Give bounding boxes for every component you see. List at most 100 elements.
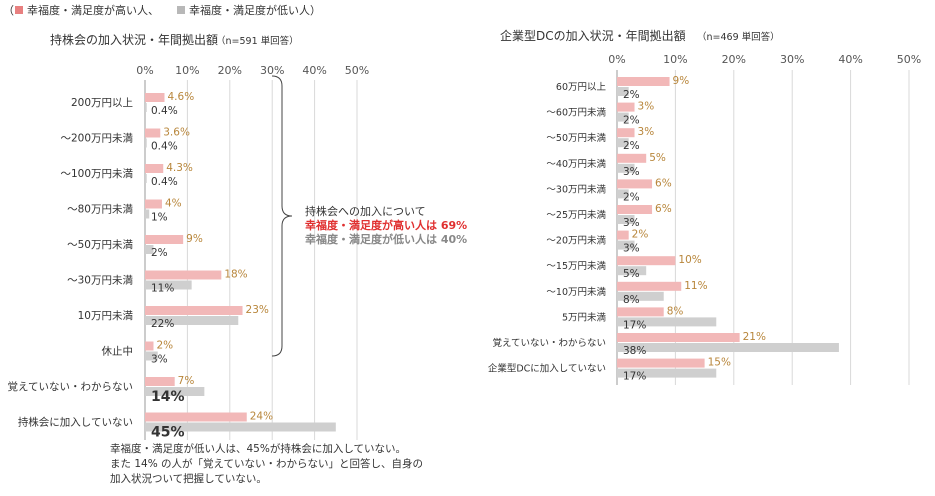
legend-swatch-low: [177, 6, 185, 14]
legend-high-label: 幸福度・満足度が高い人、: [27, 3, 159, 17]
left-chart: 0% 10% 20% 30% 40% 50% 200万円以上 4.6% 0.4% ～200万円未満…: [8, 64, 370, 441]
bar-high: [145, 164, 164, 173]
data-label-high: 2%: [156, 340, 173, 352]
data-label-low: 5%: [623, 268, 640, 280]
tick-label: 10%: [663, 53, 687, 66]
data-label-high: 8%: [667, 305, 684, 317]
tick-label: 30%: [780, 53, 804, 66]
category-label: ～30万円未満: [67, 275, 133, 287]
data-label-low: 8%: [623, 294, 640, 306]
data-label-high: 15%: [708, 357, 731, 369]
data-label-low: 17%: [623, 371, 646, 383]
annotation: 持株会への加入について 幸福度・満足度が高い人は 69% 幸福度・満足度が低い人…: [305, 204, 467, 246]
bar-low: [145, 316, 239, 325]
data-label-high: 23%: [246, 304, 269, 316]
bar-low: [145, 103, 147, 112]
footnote-line1: 幸福度・満足度が低い人は、45%が持株会に加入していない。: [110, 442, 406, 455]
data-label-high: 18%: [224, 269, 247, 281]
data-label-high: 2%: [632, 229, 649, 241]
data-label-high: 4.3%: [166, 162, 193, 174]
category-label: 5万円未満: [562, 311, 607, 323]
bar-high: [145, 306, 243, 315]
bar-high: [145, 93, 165, 102]
bar-low: [145, 174, 147, 183]
data-label-high: 3%: [638, 126, 655, 138]
legend: （ 幸福度・満足度が高い人、 幸福度・満足度が低い人）: [3, 3, 321, 17]
bar-low: [145, 209, 150, 219]
tick-label: 50%: [345, 64, 369, 77]
data-label-low: 38%: [623, 345, 646, 357]
data-label-high: 4%: [165, 198, 182, 210]
data-label-high: 9%: [673, 75, 690, 87]
bar-low: [617, 317, 717, 327]
data-label-high: 21%: [743, 331, 766, 343]
data-label-high: 3.6%: [163, 127, 190, 139]
bar-high: [617, 256, 676, 266]
annotation-line3: 幸福度・満足度が低い人は 40%: [305, 232, 467, 246]
data-label-low: 17%: [623, 319, 646, 331]
data-label-high: 3%: [638, 101, 655, 113]
footnote-line3: 加入状況ついて把握していない。: [110, 472, 267, 485]
bar-low: [617, 87, 629, 96]
tick-label: 10%: [175, 64, 199, 77]
data-label-low: 2%: [623, 140, 640, 152]
tick-label: 20%: [722, 53, 746, 66]
category-label: ～20万円未満: [546, 235, 606, 247]
tick-label: 40%: [838, 53, 862, 66]
category-label: 覚えていない・わからない: [8, 380, 133, 393]
bar-high: [617, 205, 653, 214]
bar-high: [145, 270, 222, 280]
data-label-high: 5%: [649, 152, 666, 164]
bar-high: [617, 179, 653, 189]
bar-low: [145, 245, 154, 254]
bar-low: [145, 422, 336, 432]
data-label-low: 14%: [151, 389, 185, 405]
bar-high: [617, 128, 635, 138]
tick-label: 50%: [897, 53, 921, 66]
data-label-low: 3%: [623, 166, 640, 178]
bar-low: [617, 163, 635, 173]
bar-high: [617, 153, 647, 163]
data-label-low: 0.4%: [151, 176, 178, 188]
category-label: ～50万円未満: [67, 239, 133, 251]
data-label-low: 2%: [623, 89, 640, 101]
right-chart-title: 企業型DCの加入状況・年間拠出額: [500, 28, 686, 43]
data-label-high: 9%: [186, 233, 203, 245]
bar-high: [145, 235, 184, 244]
category-label: 企業型DCに加入していない: [488, 363, 606, 375]
category-label: ～30万円未満: [546, 183, 606, 195]
category-label: ～100万円未満: [60, 168, 133, 180]
bar-low: [145, 351, 158, 361]
bar-low: [617, 266, 647, 276]
bar-low: [617, 240, 635, 250]
data-label-low: 2%: [623, 191, 640, 203]
bar-high: [145, 341, 154, 351]
category-label: ～40万円未満: [546, 158, 606, 170]
bar-low: [617, 368, 717, 378]
annotation-line2: 幸福度・満足度が高い人は 69%: [305, 218, 467, 232]
right-chart: 0% 10% 20% 30% 40% 50%60万円以上9%2%～60万円未満3%2%～5…: [488, 53, 921, 385]
category-label: 覚えていない・わからない: [492, 337, 606, 349]
category-label: ～200万円未満: [60, 133, 133, 145]
bar-low: [145, 138, 147, 148]
data-label-high: 6%: [655, 177, 672, 189]
data-label-high: 24%: [250, 411, 273, 423]
annotation-brace: [271, 75, 293, 357]
bar-high: [617, 230, 629, 240]
bar-high: [617, 102, 635, 112]
bar-high: [617, 358, 705, 368]
category-label: ～10万円未満: [546, 286, 606, 298]
category-label: ～15万円未満: [546, 260, 606, 272]
tick-label: 30%: [260, 64, 284, 77]
category-label: 60万円以上: [556, 82, 607, 93]
category-label: 10万円未満: [78, 310, 134, 322]
data-label-low: 11%: [151, 283, 174, 295]
bar-high: [617, 77, 670, 86]
bar-low: [617, 189, 629, 199]
tick-label: 0%: [608, 53, 625, 66]
tick-label: 0%: [136, 64, 153, 77]
data-label-low: 1%: [151, 212, 168, 224]
footnote-line2: また 14% の人が「覚えていない・わからない」と回答し、自身の: [110, 457, 423, 470]
left-chart-subtitle: （n=591 単回答）: [216, 35, 299, 47]
